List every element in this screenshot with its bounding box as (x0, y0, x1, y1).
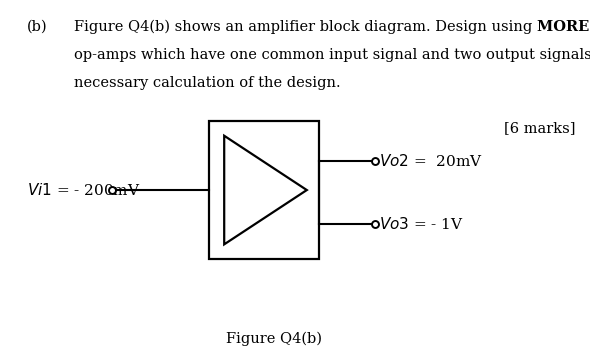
Text: (b): (b) (27, 20, 47, 34)
Bar (209, 121, 319, 259)
Text: $\it{Vo2}$ =  20mV: $\it{Vo2}$ = 20mV (379, 153, 483, 169)
Text: Figure Q4(b) shows an amplifier block diagram. Design using: Figure Q4(b) shows an amplifier block di… (74, 20, 537, 34)
Text: $\it{Vi1}$ = - 200mV: $\it{Vi1}$ = - 200mV (27, 182, 140, 198)
Text: [6 marks]: [6 marks] (504, 121, 575, 135)
Text: $\it{Vo3}$ = - 1V: $\it{Vo3}$ = - 1V (379, 216, 464, 232)
Text: MORE THAN ONE: MORE THAN ONE (537, 20, 590, 34)
Text: op-amps which have one common input signal and two output signals. Shows all: op-amps which have one common input sign… (74, 48, 590, 62)
Text: Figure Q4(b): Figure Q4(b) (227, 331, 322, 346)
Text: necessary calculation of the design.: necessary calculation of the design. (74, 76, 340, 90)
Polygon shape (224, 136, 307, 244)
